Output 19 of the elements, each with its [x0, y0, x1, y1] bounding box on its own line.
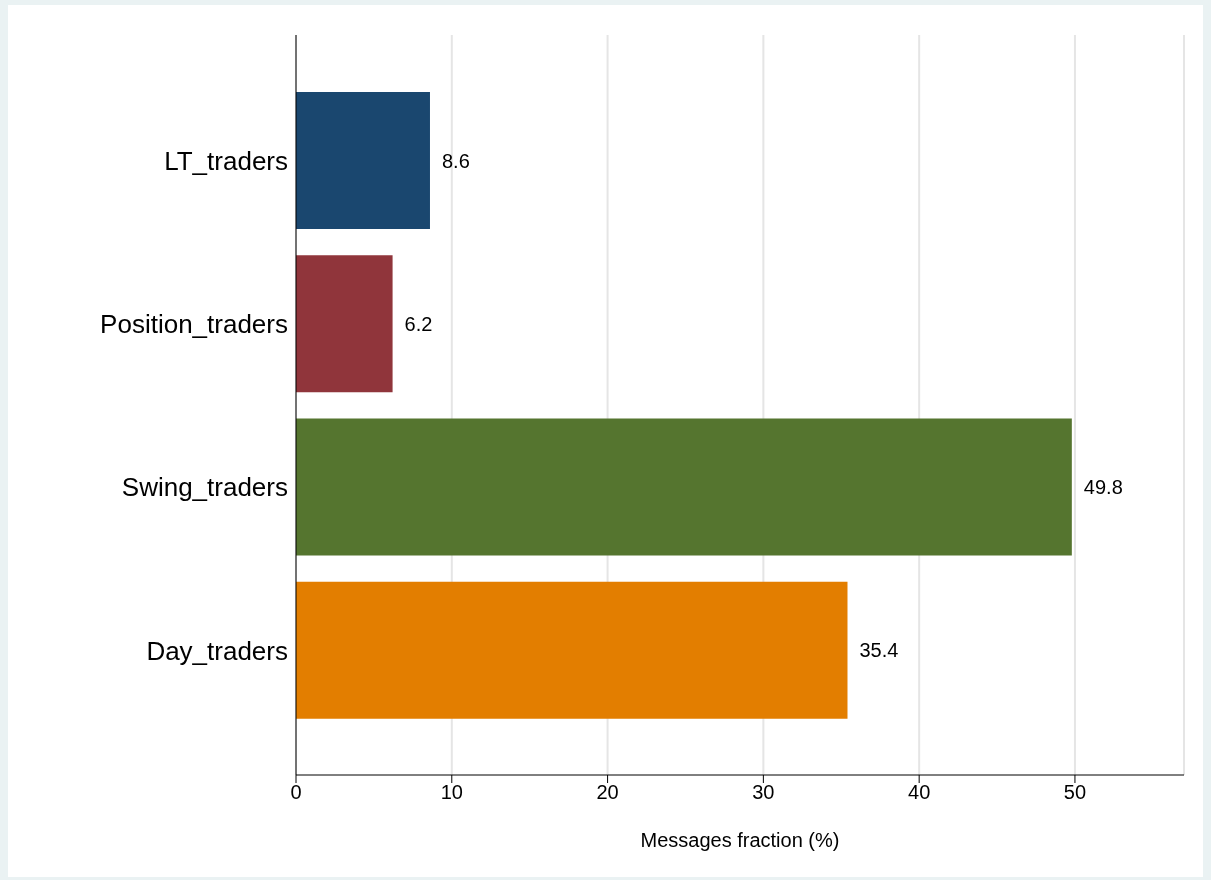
y-tick-label: Position_traders [100, 309, 288, 340]
x-tick-label: 50 [1063, 781, 1087, 804]
x-tick-label: 10 [440, 781, 463, 804]
bar [296, 255, 393, 393]
x-tick-label: 0 [290, 781, 302, 804]
data-label: 6.2 [404, 312, 433, 335]
x-tick-label: 20 [596, 781, 619, 804]
data-label: 8.6 [441, 149, 470, 172]
y-tick-label: Swing_traders [121, 472, 288, 503]
bar [296, 92, 430, 230]
y-tick-label: LT_traders [164, 145, 288, 176]
data-label: 49.8 [1083, 476, 1123, 499]
x-tick-label: 30 [752, 781, 775, 804]
bar [296, 418, 1072, 556]
x-axis-title: Messages fraction (%) [640, 829, 840, 851]
data-label: 35.4 [859, 639, 899, 662]
x-tick-label: 40 [908, 781, 931, 804]
bar [296, 581, 848, 719]
y-tick-label: Day_traders [146, 635, 288, 666]
